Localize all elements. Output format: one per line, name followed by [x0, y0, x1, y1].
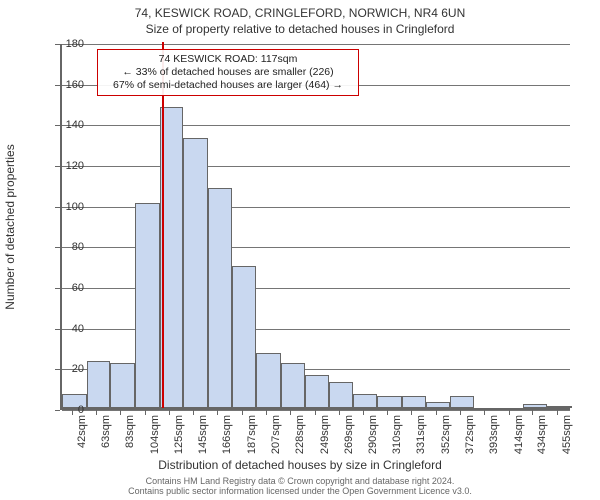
- bars-layer: [62, 44, 570, 408]
- y-tick-label: 180: [44, 38, 84, 50]
- x-tick-mark: [266, 410, 267, 415]
- histogram-bar: [305, 375, 329, 408]
- y-tick-label: 80: [44, 241, 84, 253]
- y-tick-label: 100: [44, 201, 84, 213]
- annotation-line-3: 67% of semi-detached houses are larger (…: [104, 79, 352, 92]
- y-tick-mark: [55, 329, 60, 330]
- x-tick-label: 125sqm: [173, 415, 185, 454]
- x-tick-label: 166sqm: [221, 415, 233, 454]
- plot-area: [60, 44, 570, 410]
- x-tick-label: 269sqm: [343, 415, 355, 454]
- y-tick-mark: [55, 207, 60, 208]
- x-tick-mark: [72, 410, 73, 415]
- footer-line-1: Contains HM Land Registry data © Crown c…: [0, 476, 600, 486]
- histogram-bar: [353, 394, 377, 408]
- y-axis-label: Number of detached properties: [3, 144, 17, 309]
- y-tick-mark: [55, 166, 60, 167]
- histogram-bar: [377, 396, 402, 408]
- y-tick-label: 140: [44, 119, 84, 131]
- y-tick-label: 40: [44, 323, 84, 335]
- y-tick-label: 60: [44, 282, 84, 294]
- x-tick-label: 207sqm: [270, 415, 282, 454]
- histogram-bar: [232, 266, 256, 408]
- histogram-bar: [135, 203, 160, 408]
- x-tick-label: 290sqm: [367, 415, 379, 454]
- histogram-bar: [281, 363, 306, 408]
- histogram-bar: [523, 404, 548, 408]
- histogram-bar: [547, 406, 572, 408]
- x-tick-label: 63sqm: [100, 415, 112, 448]
- histogram-bar: [183, 138, 208, 408]
- x-tick-label: 414sqm: [513, 415, 525, 454]
- x-tick-label: 83sqm: [124, 415, 136, 448]
- x-tick-mark: [557, 410, 558, 415]
- x-tick-label: 393sqm: [488, 415, 500, 454]
- x-tick-label: 42sqm: [76, 415, 88, 448]
- histogram-bar: [208, 188, 233, 408]
- histogram-bar: [110, 363, 135, 408]
- annotation-line-2: ← 33% of detached houses are smaller (22…: [104, 66, 352, 79]
- x-tick-label: 331sqm: [415, 415, 427, 454]
- x-tick-mark: [290, 410, 291, 415]
- x-tick-mark: [484, 410, 485, 415]
- x-tick-mark: [339, 410, 340, 415]
- x-tick-label: 352sqm: [440, 415, 452, 454]
- title-line-2: Size of property relative to detached ho…: [0, 22, 600, 36]
- footer-attribution: Contains HM Land Registry data © Crown c…: [0, 476, 600, 497]
- x-tick-label: 310sqm: [391, 415, 403, 454]
- x-tick-mark: [217, 410, 218, 415]
- x-tick-mark: [436, 410, 437, 415]
- chart-title: 74, KESWICK ROAD, CRINGLEFORD, NORWICH, …: [0, 6, 600, 36]
- x-tick-mark: [193, 410, 194, 415]
- title-line-1: 74, KESWICK ROAD, CRINGLEFORD, NORWICH, …: [0, 6, 600, 20]
- x-tick-label: 434sqm: [536, 415, 548, 454]
- x-tick-mark: [145, 410, 146, 415]
- x-tick-mark: [169, 410, 170, 415]
- histogram-bar: [256, 353, 281, 408]
- y-tick-label: 20: [44, 363, 84, 375]
- y-tick-mark: [55, 369, 60, 370]
- y-tick-label: 160: [44, 79, 84, 91]
- x-tick-mark: [96, 410, 97, 415]
- x-tick-mark: [120, 410, 121, 415]
- histogram-bar: [329, 382, 354, 408]
- x-axis-label: Distribution of detached houses by size …: [0, 458, 600, 472]
- x-tick-mark: [532, 410, 533, 415]
- x-tick-label: 372sqm: [464, 415, 476, 454]
- gridline: [62, 410, 570, 411]
- histogram-bar: [426, 402, 450, 408]
- x-tick-label: 249sqm: [319, 415, 331, 454]
- x-tick-label: 455sqm: [561, 415, 573, 454]
- y-tick-mark: [55, 44, 60, 45]
- y-tick-mark: [55, 410, 60, 411]
- y-tick-mark: [55, 247, 60, 248]
- x-tick-mark: [315, 410, 316, 415]
- x-tick-mark: [242, 410, 243, 415]
- x-tick-mark: [509, 410, 510, 415]
- y-tick-mark: [55, 125, 60, 126]
- y-tick-mark: [55, 288, 60, 289]
- annotation-box: 74 KESWICK ROAD: 117sqm ← 33% of detache…: [97, 49, 359, 96]
- x-tick-mark: [460, 410, 461, 415]
- x-tick-label: 104sqm: [149, 415, 161, 454]
- y-tick-label: 120: [44, 160, 84, 172]
- histogram-chart: 74, KESWICK ROAD, CRINGLEFORD, NORWICH, …: [0, 0, 600, 500]
- x-tick-label: 228sqm: [294, 415, 306, 454]
- x-tick-mark: [363, 410, 364, 415]
- histogram-bar: [450, 396, 475, 408]
- y-tick-mark: [55, 85, 60, 86]
- x-tick-label: 187sqm: [246, 415, 258, 454]
- histogram-bar: [87, 361, 111, 408]
- x-tick-label: 145sqm: [197, 415, 209, 454]
- reference-marker-line: [162, 42, 164, 408]
- annotation-line-1: 74 KESWICK ROAD: 117sqm: [104, 53, 352, 66]
- x-tick-mark: [387, 410, 388, 415]
- footer-line-2: Contains public sector information licen…: [0, 486, 600, 496]
- histogram-bar: [402, 396, 427, 408]
- x-tick-mark: [411, 410, 412, 415]
